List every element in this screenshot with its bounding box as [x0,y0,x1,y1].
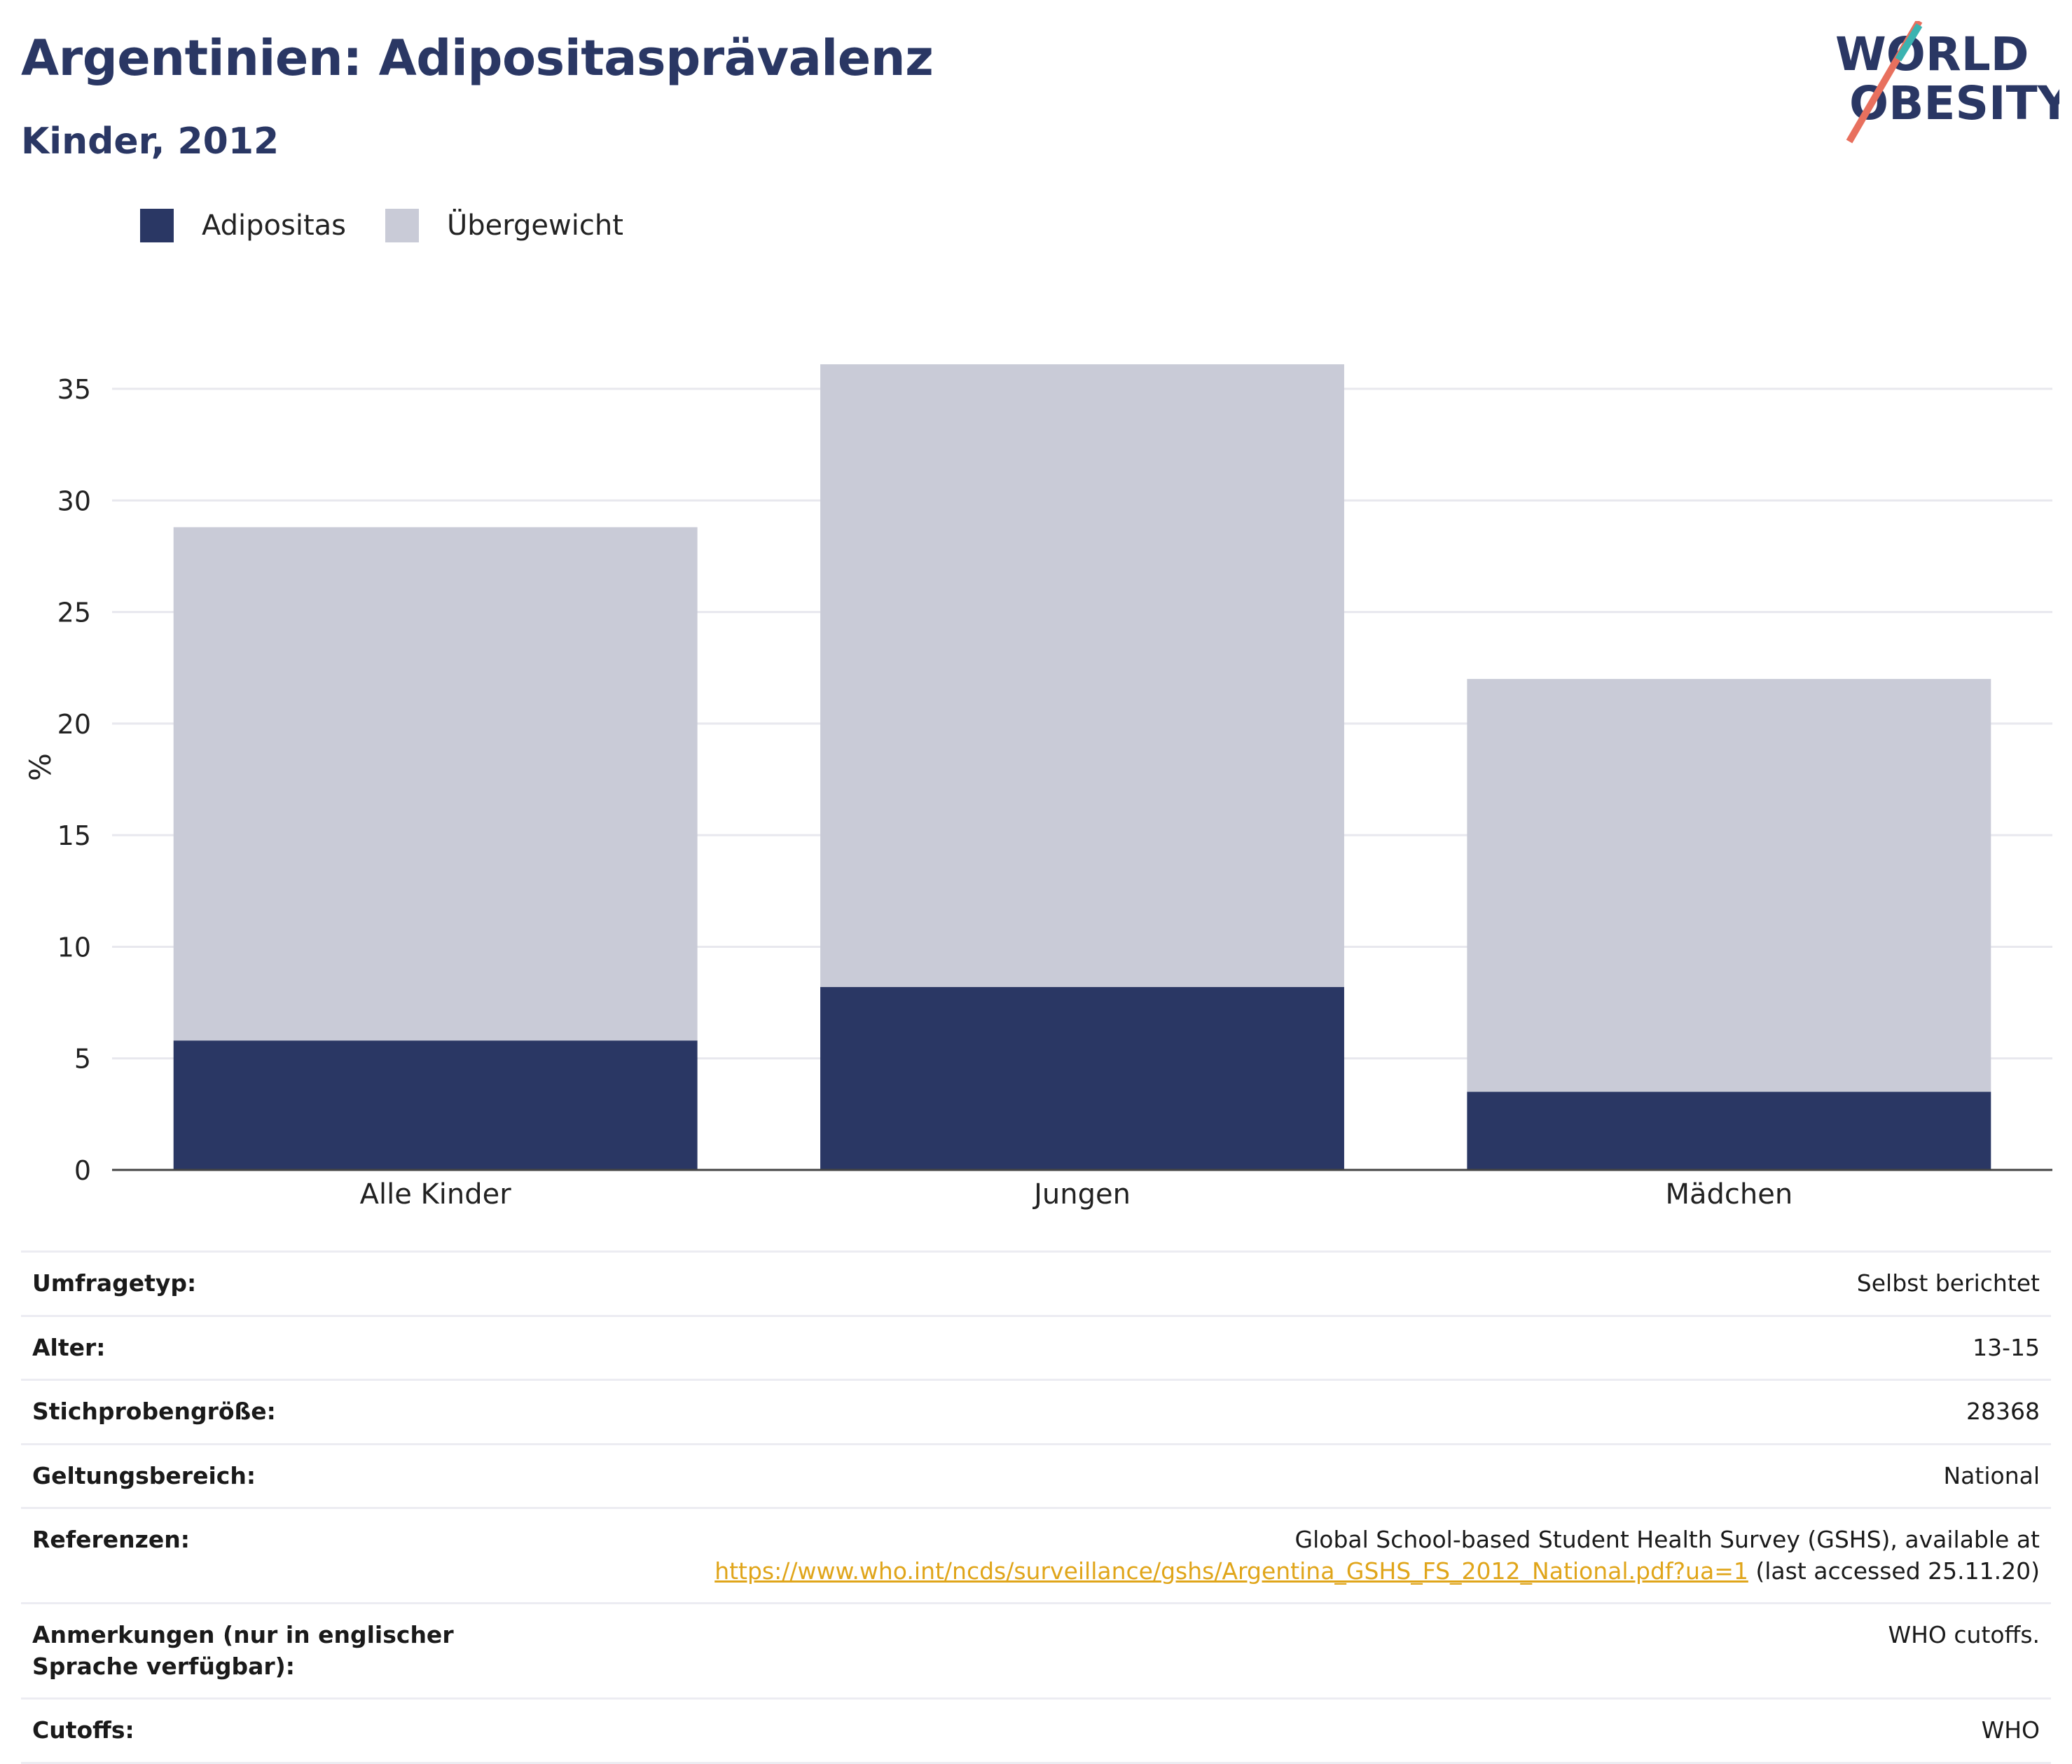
y-tick-label: 25 [57,598,91,628]
bar-adipositas [820,986,1344,1170]
info-value: 28368 [548,1379,2051,1445]
x-tick-label: Mädchen [1665,1178,1793,1211]
x-tick-label: Jungen [1032,1178,1131,1211]
reference-accessed: (last accessed 25.11.20) [1755,1557,2040,1585]
chart-subtitle: Kinder, 2012 [21,120,279,163]
chart-title: Argentinien: Adipositasprävalenz [21,29,934,87]
bar-adipositas [1467,1091,1991,1170]
legend-label-adipositas: Adipositas [202,209,347,242]
logo-slash-teal [1895,23,1923,62]
legend-swatch-uebergewicht [385,209,420,242]
bar-uebergewicht [820,364,1344,987]
y-axis-label: % [23,753,57,781]
bar-adipositas [173,1040,698,1170]
info-value: National [548,1442,2051,1508]
bar-uebergewicht [173,527,698,1041]
y-tick-label: 30 [57,485,91,516]
bar-uebergewicht [1467,679,1991,1092]
reference-link[interactable]: https://www.who.int/ncds/surveillance/gs… [714,1557,1748,1585]
info-value: Selbst berichtet [548,1250,2051,1316]
info-key: Stichprobengröße: [21,1379,548,1445]
info-row: Umfragetyp: Selbst berichtet [21,1250,2051,1316]
y-tick-label: 15 [57,820,91,851]
info-key: Geltungsbereich: [21,1442,548,1508]
info-row: Referenzen: Global School-based Student … [21,1507,2051,1604]
legend-label-uebergewicht: Übergewicht [447,209,623,242]
bar-chart: 0 5 10 15 20 25 30 35% Alle Kinder Jungen Mädchen [23,364,2052,1211]
legend-item-adipositas[interactable]: Adipositas [140,209,346,242]
info-row: Stichprobengröße: 28368 [21,1379,2051,1445]
info-value: WHO cutoffs. [548,1602,2051,1699]
y-tick-label: 35 [57,374,91,405]
info-key: Anmerkungen (nur in englischer Sprache v… [21,1602,548,1699]
info-row: Anmerkungen (nur in englischer Sprache v… [21,1602,2051,1699]
legend-swatch-adipositas [140,209,174,242]
world-obesity-logo: WORLD OBESITY [1835,21,2059,144]
info-key: Referenzen: [21,1507,548,1604]
logo-line1: WORLD [1835,27,2029,81]
info-key: Alter: [21,1314,548,1380]
info-value: 13-15 [548,1314,2051,1380]
info-row: Alter: 13-15 [21,1314,2051,1380]
info-value: Global School-based Student Health Surve… [548,1507,2051,1604]
legend: Adipositas Übergewicht [140,209,663,242]
y-tick-label: 0 [74,1155,91,1186]
y-tick-label: 5 [74,1044,91,1075]
info-row: Geltungsbereich: National [21,1442,2051,1508]
reference-text: Global School-based Student Health Surve… [1294,1526,2040,1554]
legend-item-uebergewicht[interactable]: Übergewicht [385,209,623,242]
y-tick-label: 10 [57,932,91,963]
y-tick-label: 20 [57,709,91,740]
x-tick-label: Alle Kinder [360,1178,512,1211]
info-table: Umfragetyp: Selbst berichtet Alter: 13-1… [21,1250,2051,1764]
info-key: Umfragetyp: [21,1250,548,1316]
